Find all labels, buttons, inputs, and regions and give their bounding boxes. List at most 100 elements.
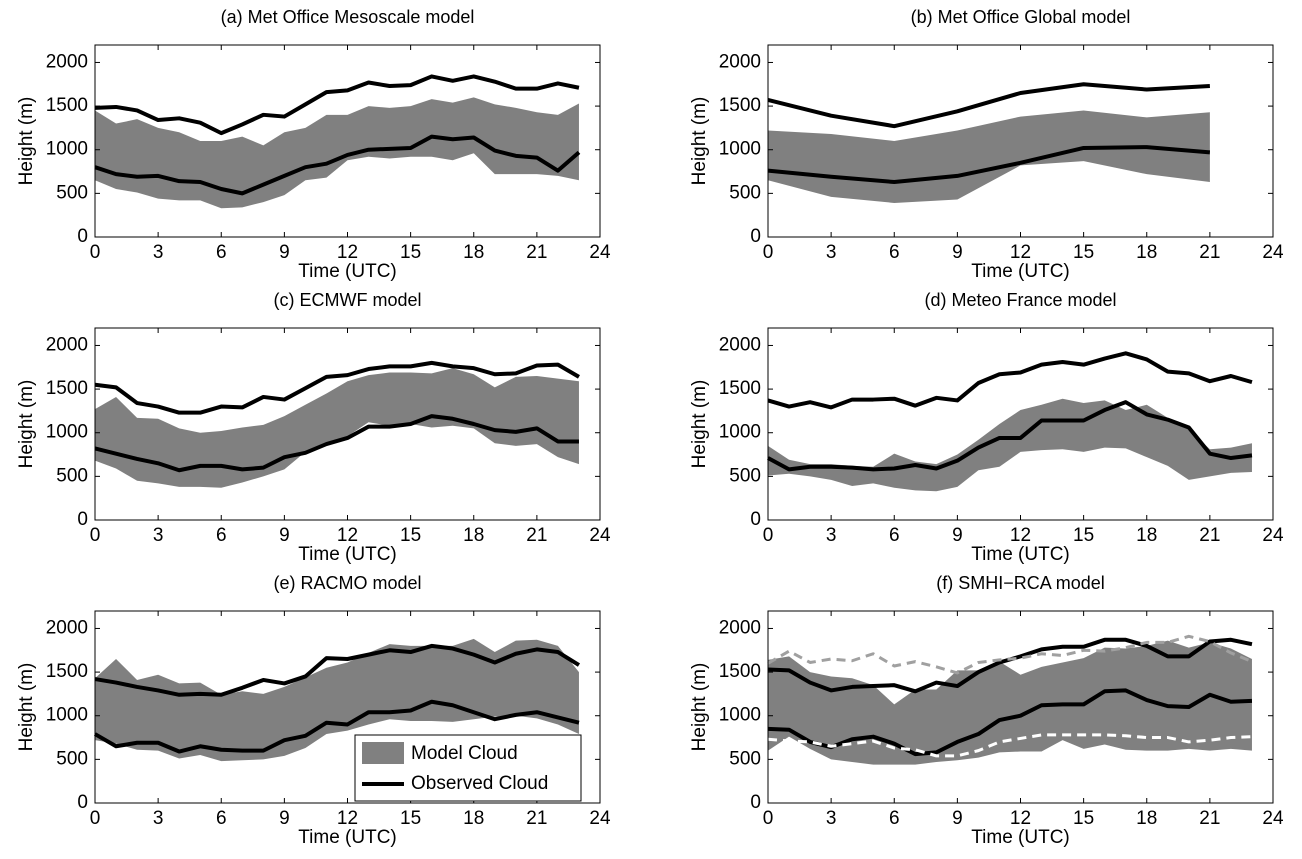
y-axis-label: Height (m): [689, 97, 710, 186]
y-tick-label: 2000: [46, 51, 88, 72]
y-tick-label: 1500: [46, 378, 88, 399]
y-tick-label: 0: [750, 509, 761, 530]
x-tick-label: 15: [400, 808, 421, 829]
x-tick-label: 24: [589, 808, 611, 829]
x-tick-label: 12: [1010, 808, 1031, 829]
y-tick-label: 1500: [46, 95, 88, 116]
dashed-line: [767, 634, 1253, 675]
x-tick-label: 24: [1262, 242, 1284, 263]
x-tick-label: 12: [337, 242, 358, 263]
dashed-line: [767, 733, 1253, 758]
x-axis-label: Time (UTC): [298, 544, 397, 565]
legend-box: [354, 734, 582, 802]
panel-title: (b) Met Office Global model: [911, 7, 1131, 27]
model-cloud-band: [95, 368, 579, 488]
x-tick-label: 6: [216, 242, 227, 263]
observed-line: [767, 400, 1253, 472]
observed-line: [767, 145, 1211, 185]
panel-title: (d) Meteo France model: [924, 290, 1116, 310]
model-cloud-band: [95, 97, 579, 209]
y-tick-label: 1000: [46, 139, 88, 160]
y-tick-label: 1000: [719, 705, 761, 726]
x-tick-label: 12: [337, 525, 358, 546]
x-tick-label: 3: [826, 808, 837, 829]
x-axis-label: Time (UTC): [298, 261, 397, 282]
x-tick-label: 21: [526, 242, 547, 263]
model-cloud-band: [768, 398, 1252, 492]
y-tick-label: 500: [56, 748, 88, 769]
y-tick-label: 1000: [719, 422, 761, 443]
y-tick-label: 500: [729, 182, 761, 203]
y-axis-label: Height (m): [16, 663, 37, 752]
x-tick-label: 15: [400, 242, 421, 263]
y-tick-label: 0: [750, 792, 761, 813]
observed-line: [94, 74, 580, 136]
observed-line: [94, 643, 581, 697]
x-tick-label: 21: [1199, 525, 1220, 546]
x-tick-label: 18: [463, 525, 484, 546]
x-tick-label: 24: [1262, 525, 1284, 546]
x-tick-label: 21: [1199, 242, 1220, 263]
y-tick-label: 1500: [719, 378, 761, 399]
x-tick-label: 6: [216, 525, 227, 546]
y-tick-label: 0: [77, 509, 88, 530]
x-tick-label: 3: [153, 525, 164, 546]
x-tick-label: 0: [90, 808, 101, 829]
panel-title: (f) SMHI−RCA model: [936, 573, 1105, 593]
x-tick-label: 3: [826, 525, 837, 546]
x-tick-label: 0: [763, 808, 774, 829]
panel-title: (e) RACMO model: [273, 573, 421, 593]
y-tick-label: 2000: [46, 617, 88, 638]
y-tick-label: 500: [56, 465, 88, 486]
y-tick-label: 1000: [46, 422, 88, 443]
y-tick-label: 2000: [719, 617, 761, 638]
x-tick-label: 6: [216, 808, 227, 829]
x-tick-label: 0: [90, 525, 101, 546]
y-tick-label: 500: [729, 748, 761, 769]
x-tick-label: 15: [400, 525, 421, 546]
x-tick-label: 18: [1136, 808, 1157, 829]
x-tick-label: 9: [279, 525, 290, 546]
model-cloud-band: [768, 110, 1210, 203]
x-tick-label: 6: [889, 242, 900, 263]
y-tick-label: 0: [77, 792, 88, 813]
x-axis-label: Time (UTC): [298, 827, 397, 848]
x-tick-label: 18: [463, 242, 484, 263]
x-tick-label: 21: [526, 525, 547, 546]
x-tick-label: 3: [826, 242, 837, 263]
observed-line: [767, 351, 1253, 410]
y-axis-label: Height (m): [689, 380, 710, 469]
x-tick-label: 3: [153, 242, 164, 263]
y-tick-label: 2000: [719, 334, 761, 355]
y-tick-label: 1000: [46, 705, 88, 726]
x-tick-label: 18: [1136, 525, 1157, 546]
observed-line: [94, 414, 579, 473]
x-axis-label: Time (UTC): [971, 544, 1070, 565]
x-tick-label: 18: [1136, 242, 1157, 263]
observed-line: [94, 134, 581, 196]
y-axis-label: Height (m): [16, 97, 37, 186]
legend-label: Model Cloud: [411, 743, 518, 764]
y-axis-label: Height (m): [16, 380, 37, 469]
x-tick-label: 0: [90, 242, 101, 263]
x-tick-label: 9: [279, 242, 290, 263]
x-tick-label: 21: [526, 808, 547, 829]
x-tick-label: 12: [337, 808, 358, 829]
x-tick-label: 0: [763, 525, 774, 546]
x-tick-label: 9: [952, 242, 963, 263]
observed-line: [767, 82, 1210, 129]
x-tick-label: 6: [889, 525, 900, 546]
x-tick-label: 9: [279, 808, 290, 829]
observed-line: [767, 688, 1253, 757]
x-tick-label: 15: [1073, 525, 1094, 546]
panel-title: (c) ECMWF model: [274, 290, 422, 310]
x-tick-label: 21: [1199, 808, 1220, 829]
x-axis-label: Time (UTC): [971, 827, 1070, 848]
y-axis-label: Height (m): [689, 663, 710, 752]
x-tick-label: 15: [1073, 808, 1094, 829]
x-tick-label: 15: [1073, 242, 1094, 263]
x-tick-label: 3: [153, 808, 164, 829]
x-tick-label: 24: [589, 525, 611, 546]
model-cloud-band: [768, 640, 1252, 765]
